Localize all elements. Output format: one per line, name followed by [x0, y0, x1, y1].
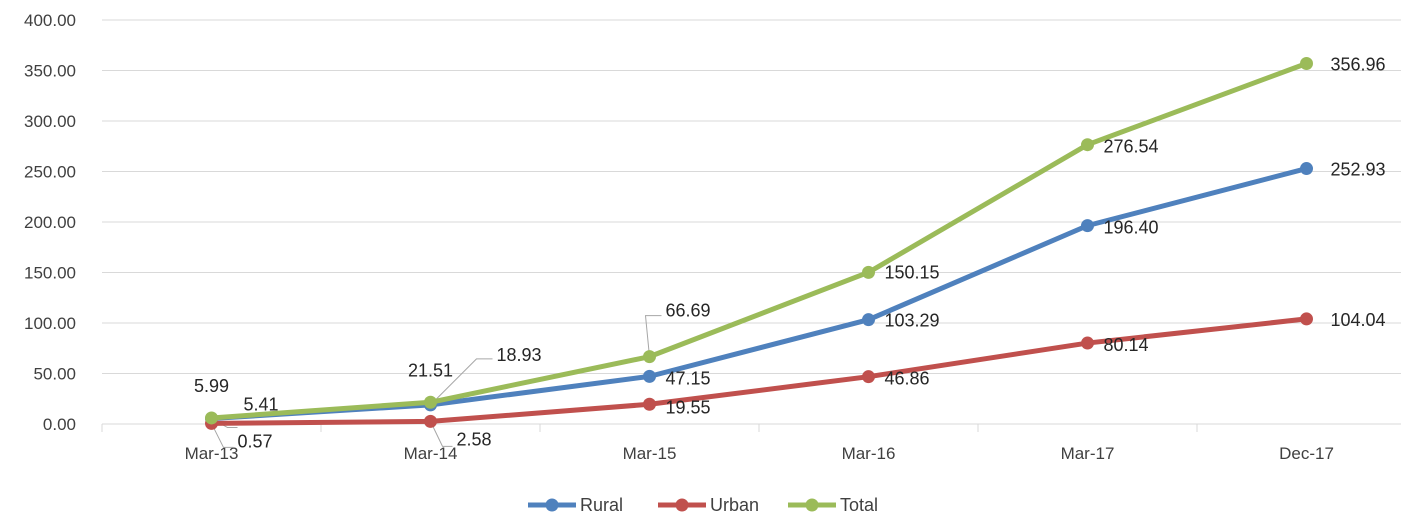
data-point [424, 395, 437, 409]
leader-line [430, 358, 493, 406]
data-point [862, 313, 875, 327]
x-tick-label: Mar-15 [623, 444, 677, 463]
data-point [862, 370, 875, 384]
data-label-urban: 2.58 [457, 429, 492, 449]
y-tick-label: 250.00 [24, 163, 76, 182]
y-tick-label: 300.00 [24, 112, 76, 131]
x-tick-label: Mar-14 [404, 444, 458, 463]
x-tick-label: Dec-17 [1279, 444, 1334, 463]
data-point [424, 414, 437, 428]
series-rural [205, 162, 1313, 426]
y-tick-label: 100.00 [24, 314, 76, 333]
x-tick-label: Mar-16 [842, 444, 896, 463]
data-point [643, 397, 656, 411]
data-label-rural: 18.93 [497, 345, 542, 365]
data-point [1081, 219, 1094, 233]
data-label-total: 276.54 [1104, 137, 1159, 157]
series-group [205, 56, 1313, 430]
data-label-urban: 80.14 [1104, 335, 1149, 355]
data-point [1081, 138, 1094, 152]
data-label-total: 66.69 [666, 301, 711, 321]
data-label-total: 150.15 [885, 262, 940, 282]
data-labels: 5.41 18.93 47.15 103.29 196.40 252.93 0.57 2.58… [194, 54, 1386, 451]
series-line-total [211, 61, 1308, 421]
y-tick-label: 350.00 [24, 62, 76, 81]
data-label-rural: 103.29 [885, 311, 940, 331]
data-label-rural: 252.93 [1331, 160, 1386, 180]
y-axis: 0.00 50.00 100.00 150.00 200.00 250.00 300.00 3… [24, 11, 76, 434]
leader-line [644, 315, 662, 357]
series-total [205, 56, 1313, 425]
series-urban [205, 312, 1313, 430]
legend-label: Rural [580, 495, 623, 515]
legend-swatch-marker [805, 498, 819, 512]
data-label-total: 5.99 [194, 376, 229, 396]
data-point [1081, 336, 1094, 350]
data-label-rural: 47.15 [666, 368, 711, 388]
data-label-urban: 104.04 [1331, 310, 1386, 330]
leader-line [211, 423, 234, 448]
data-label-urban: 46.86 [885, 369, 930, 389]
legend-label: Total [840, 495, 878, 515]
data-label-rural: 196.40 [1104, 218, 1159, 238]
data-point [643, 350, 656, 364]
data-point [205, 411, 218, 425]
data-label-rural: 5.41 [244, 395, 279, 415]
series-line-rural [211, 166, 1308, 422]
data-point [1300, 56, 1313, 70]
data-label-total: 21.51 [408, 360, 453, 380]
legend-label: Urban [710, 495, 759, 515]
data-label-urban: 19.55 [666, 397, 711, 417]
label-leader-lines [211, 315, 662, 448]
data-label-urban: 0.57 [238, 431, 273, 451]
legend-swatch-marker [675, 498, 689, 512]
x-axis: Mar-13 Mar-14 Mar-15 Mar-16 Mar-17 Dec-17 [101, 423, 1401, 463]
legend: Rural Urban Total [528, 495, 878, 515]
data-label-total: 356.96 [1331, 54, 1386, 74]
data-point [643, 369, 656, 383]
x-tick-label: Mar-17 [1061, 444, 1115, 463]
y-tick-label: 0.00 [43, 415, 76, 434]
legend-item-total: Total [788, 495, 878, 515]
series-line-urban [211, 316, 1307, 426]
leader-line [430, 421, 453, 447]
gridlines [102, 19, 1401, 374]
data-point [862, 265, 875, 279]
y-tick-label: 150.00 [24, 264, 76, 283]
data-point [1300, 162, 1313, 176]
legend-item-urban: Urban [658, 495, 759, 515]
y-tick-label: 400.00 [24, 11, 76, 30]
legend-item-rural: Rural [528, 495, 623, 515]
legend-swatch-marker [545, 498, 559, 512]
y-tick-label: 50.00 [33, 365, 76, 384]
data-point [1300, 312, 1313, 326]
x-tick-label: Mar-13 [185, 444, 239, 463]
y-tick-label: 200.00 [24, 213, 76, 232]
